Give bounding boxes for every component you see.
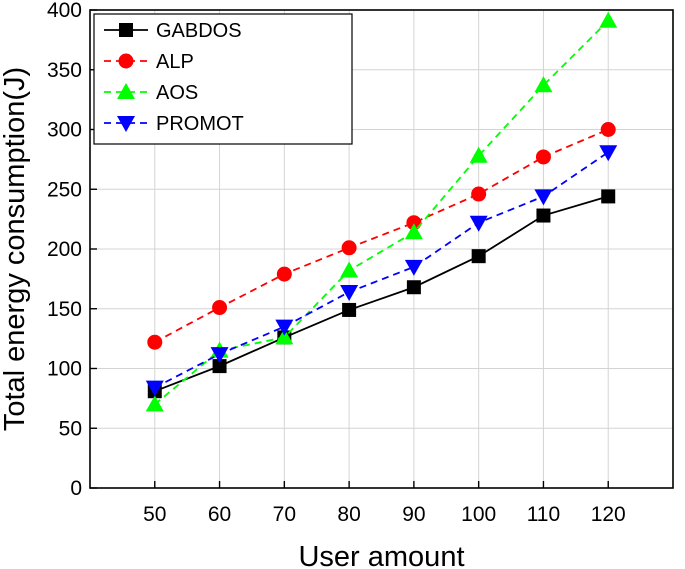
x-axis-label: User amount: [298, 541, 464, 569]
data-point-promot: [145, 380, 164, 397]
legend-label-alp: ALP: [156, 51, 194, 73]
legend-label-gabdos: GABDOS: [156, 20, 242, 42]
series-line-promot: [154, 151, 609, 389]
data-point-gabdos: [342, 302, 357, 317]
data-point-promot: [275, 319, 294, 336]
grid-lines: [90, 10, 673, 488]
y-axis-label: Total energy consumption(J): [0, 67, 31, 431]
data-point-promot: [340, 285, 359, 302]
data-point-gabdos: [406, 280, 421, 295]
legend-label-aos: AOS: [156, 82, 198, 104]
data-point-aos: [469, 146, 488, 163]
x-tick-label: 50: [143, 503, 166, 526]
data-point-aos: [275, 328, 294, 345]
legend-marker-gabdos: [119, 23, 133, 37]
data-point-alp: [341, 240, 357, 256]
data-point-promot: [404, 259, 423, 276]
x-tick-label: 110: [527, 503, 560, 526]
data-point-aos: [404, 223, 423, 240]
data-point-aos: [145, 395, 164, 412]
y-tick-label: 250: [47, 178, 82, 201]
y-tick-label: 100: [47, 358, 82, 381]
y-tick-label: 50: [59, 417, 82, 440]
data-point-alp: [276, 266, 292, 282]
x-tick-label: 120: [591, 503, 626, 526]
data-point-alp: [471, 186, 487, 202]
y-tick-label: 150: [47, 298, 82, 321]
series-alp: [147, 122, 616, 350]
series-line-gabdos: [154, 195, 609, 393]
series-line-aos: [154, 20, 609, 406]
legend-marker-aos: [117, 83, 135, 99]
legend: GABDOS ALP AOS PROMOT: [93, 13, 353, 145]
series-gabdos: [147, 189, 616, 399]
x-tick-label: 100: [461, 503, 496, 526]
data-point-promot: [534, 189, 553, 206]
legend-box: [93, 13, 353, 145]
data-point-alp: [147, 334, 163, 350]
data-point-gabdos: [536, 208, 551, 223]
y-tick-label: 200: [47, 238, 82, 261]
data-point-promot: [210, 347, 229, 364]
x-tick-label: 60: [208, 503, 231, 526]
data-point-aos: [534, 76, 553, 93]
legend-marker-promot: [117, 116, 135, 132]
y-tick-label: 350: [47, 59, 82, 82]
legend-marker-alp: [118, 53, 134, 69]
data-point-promot: [469, 215, 488, 232]
x-tick-label: 70: [273, 503, 296, 526]
legend-label-promot: PROMOT: [156, 113, 244, 135]
data-point-aos: [340, 261, 359, 278]
data-point-gabdos: [471, 249, 486, 264]
data-point-promot: [599, 145, 618, 162]
x-tick-label: 90: [402, 503, 425, 526]
data-point-alp: [212, 300, 228, 316]
y-tick-label: 400: [47, 0, 82, 22]
data-point-aos: [599, 11, 618, 28]
data-point-alp: [535, 149, 551, 165]
y-tick-label: 0: [70, 477, 82, 500]
series-layer: [145, 11, 618, 412]
series-promot: [145, 145, 618, 397]
data-point-alp: [600, 122, 616, 137]
axis-ticks: 50 60 70 80 90 100 110 120 0 50 100 150 200 250 300 350…: [47, 0, 626, 526]
y-tick-label: 300: [47, 119, 82, 142]
data-point-gabdos: [601, 189, 616, 204]
series-line-alp: [154, 128, 609, 344]
x-tick-label: 80: [337, 503, 360, 526]
data-point-gabdos: [212, 359, 227, 374]
